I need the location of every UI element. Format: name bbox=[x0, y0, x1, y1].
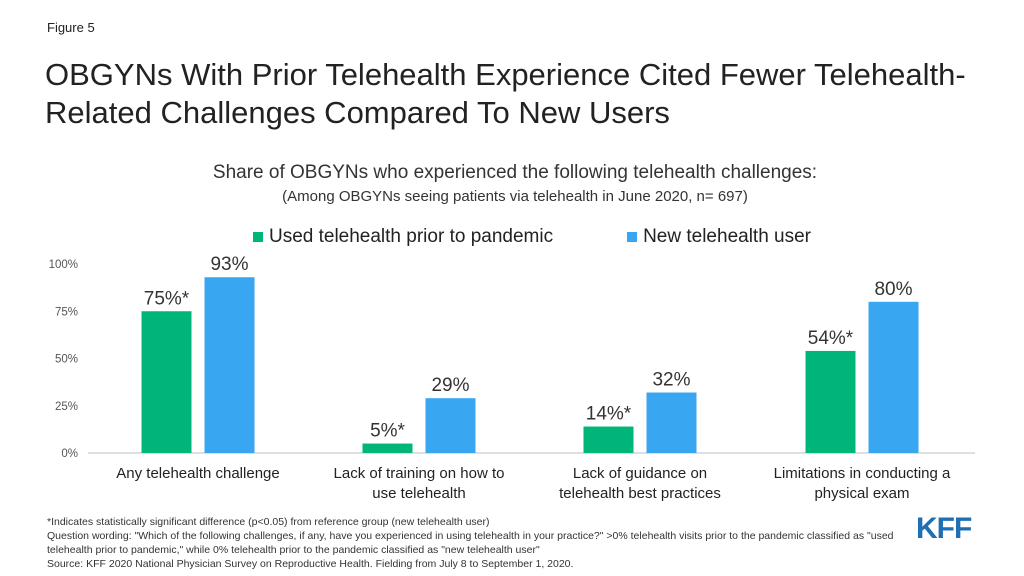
bar-new bbox=[204, 277, 255, 453]
figure-label: Figure 5 bbox=[47, 20, 95, 35]
data-label: 5%* bbox=[370, 421, 405, 442]
bar-prior bbox=[805, 350, 856, 453]
chart-subtitle: (Among OBGYNs seeing patients via telehe… bbox=[282, 188, 748, 205]
legend-item-prior: Used telehealth prior to pandemic bbox=[213, 226, 553, 248]
data-label: 54%* bbox=[808, 328, 854, 349]
legend-item-new: New telehealth user bbox=[587, 226, 811, 248]
bar-prior bbox=[362, 443, 413, 453]
footnote-source: Source: KFF 2020 National Physician Surv… bbox=[47, 558, 574, 570]
bar-prior bbox=[583, 426, 634, 453]
y-tick-label: 25% bbox=[55, 401, 78, 413]
legend-swatch-new bbox=[627, 232, 638, 242]
legend-label-prior: Used telehealth prior to pandemic bbox=[268, 226, 554, 247]
chart-legend: Used telehealth prior to pandemic New te… bbox=[0, 226, 1024, 248]
footnote-question: Question wording: "Which of the followin… bbox=[47, 530, 894, 556]
legend-swatch-prior bbox=[252, 232, 263, 242]
y-tick-label: 100% bbox=[49, 259, 78, 271]
x-tick-label: telehealth best practices bbox=[559, 485, 721, 502]
page-title: OBGYNs With Prior Telehealth Experience … bbox=[45, 57, 966, 130]
bar-prior bbox=[141, 311, 192, 453]
data-label: 93% bbox=[210, 254, 248, 275]
kff-logo: KFF bbox=[916, 512, 972, 545]
legend-label-new: New telehealth user bbox=[643, 226, 812, 247]
x-tick-label: Lack of guidance on bbox=[573, 465, 707, 482]
data-label: 80% bbox=[874, 279, 912, 300]
bar-new bbox=[868, 301, 919, 453]
chart-title: Share of OBGYNs who experienced the foll… bbox=[212, 162, 818, 183]
footnote-significance: *Indicates statistically significant dif… bbox=[47, 516, 490, 528]
x-tick-label: Limitations in conducting a bbox=[774, 465, 951, 482]
data-label: 75%* bbox=[144, 288, 190, 309]
data-label: 32% bbox=[652, 370, 690, 391]
y-tick-label: 0% bbox=[61, 448, 78, 460]
bar-new bbox=[425, 398, 476, 453]
x-tick-label: Lack of training on how to bbox=[334, 465, 505, 482]
x-tick-label: use telehealth bbox=[372, 485, 465, 502]
data-label: 29% bbox=[431, 375, 469, 396]
data-label: 14%* bbox=[586, 404, 632, 425]
x-tick-label: physical exam bbox=[814, 485, 909, 502]
y-tick-label: 75% bbox=[55, 306, 78, 318]
x-tick-label: Any telehealth challenge bbox=[116, 465, 279, 482]
bar-new bbox=[646, 392, 697, 453]
footnotes: *Indicates statistically significant dif… bbox=[47, 515, 907, 571]
y-tick-label: 50% bbox=[55, 354, 78, 366]
